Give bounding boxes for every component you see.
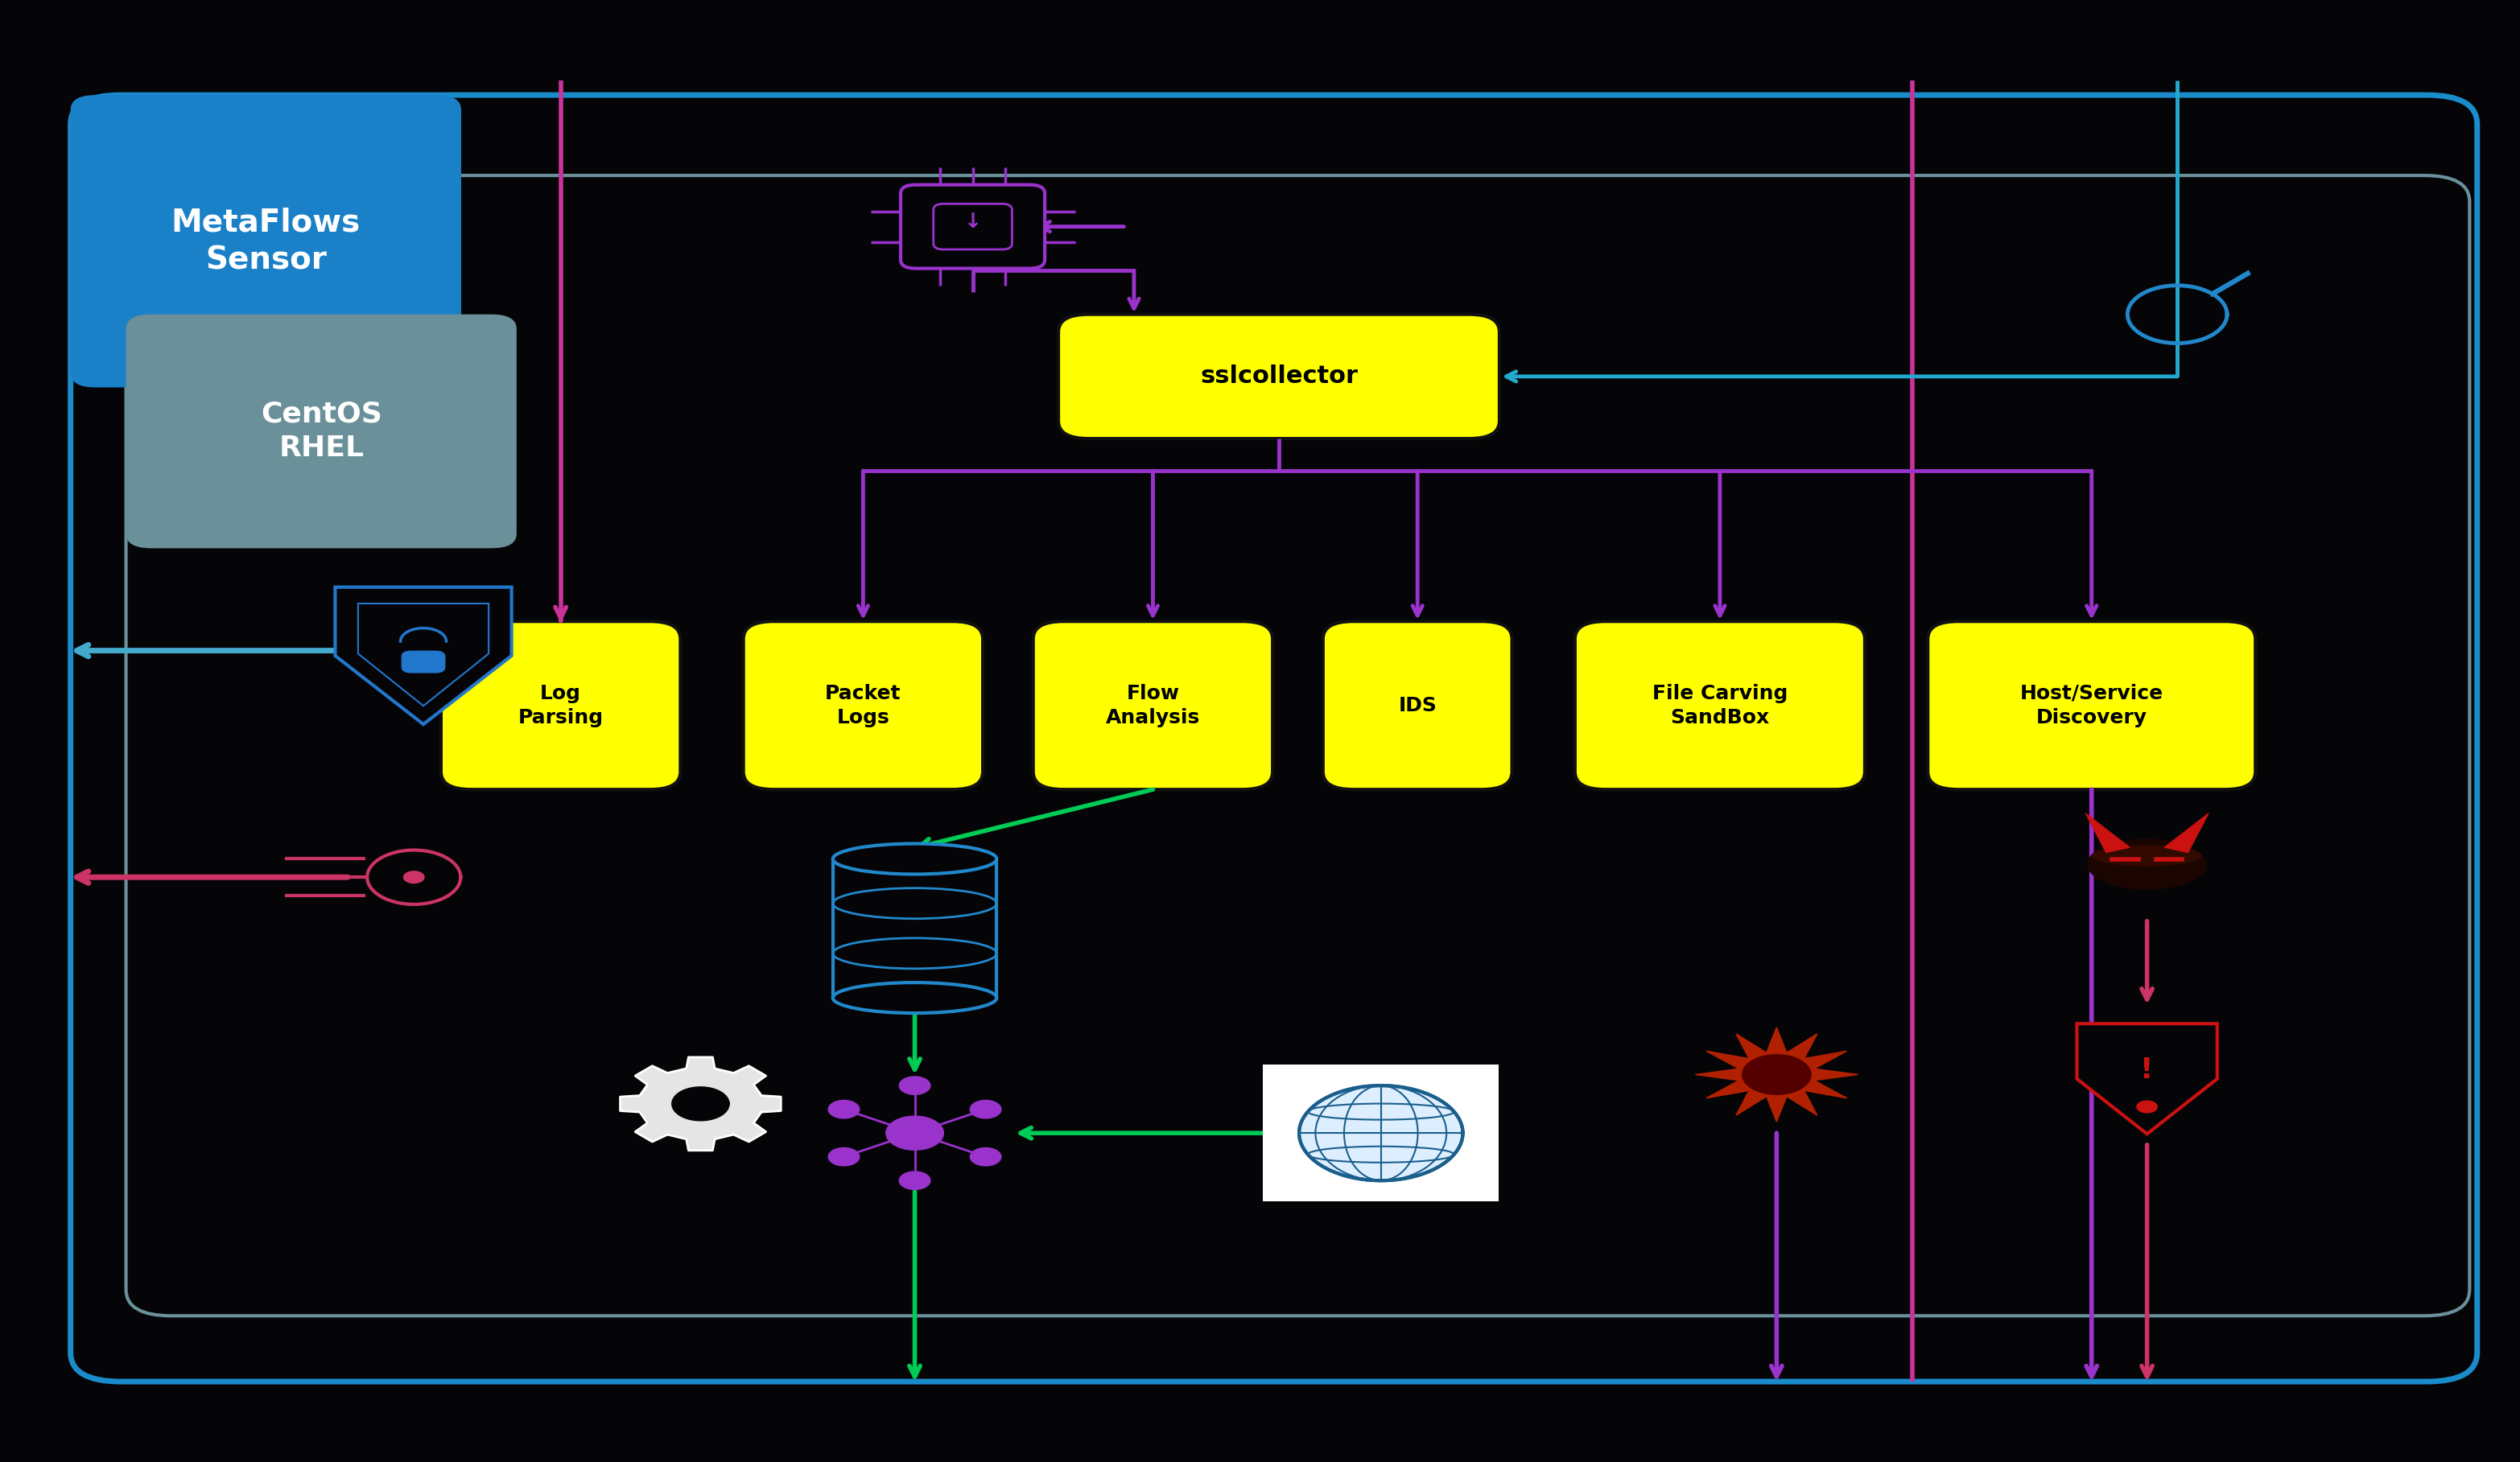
Text: File Carving
SandBox: File Carving SandBox: [1653, 684, 1787, 727]
Polygon shape: [970, 1101, 1000, 1118]
Polygon shape: [1300, 1086, 1462, 1180]
Ellipse shape: [832, 982, 995, 1013]
Polygon shape: [2165, 813, 2208, 852]
FancyBboxPatch shape: [1033, 621, 1273, 789]
Polygon shape: [1741, 1054, 1812, 1095]
Polygon shape: [2137, 1101, 2157, 1113]
Polygon shape: [2087, 813, 2129, 852]
Text: !: !: [2139, 1057, 2155, 1083]
Text: Log
Parsing: Log Parsing: [519, 684, 602, 727]
Ellipse shape: [2087, 839, 2208, 890]
Polygon shape: [1696, 1028, 1857, 1121]
Text: Host/Service
Discovery: Host/Service Discovery: [2021, 684, 2162, 727]
FancyBboxPatch shape: [126, 314, 517, 548]
FancyBboxPatch shape: [743, 621, 983, 789]
FancyBboxPatch shape: [1928, 621, 2255, 789]
FancyBboxPatch shape: [1058, 314, 1499, 439]
Polygon shape: [620, 1057, 781, 1151]
Polygon shape: [829, 1148, 859, 1165]
Polygon shape: [900, 1171, 930, 1190]
Polygon shape: [335, 588, 512, 724]
FancyBboxPatch shape: [900, 184, 1046, 269]
Ellipse shape: [832, 844, 995, 874]
Polygon shape: [2076, 1023, 2218, 1135]
Circle shape: [403, 871, 423, 883]
FancyBboxPatch shape: [1575, 621, 1865, 789]
Text: MetaFlows
Sensor: MetaFlows Sensor: [171, 208, 360, 275]
Ellipse shape: [2092, 845, 2202, 867]
Polygon shape: [887, 1117, 942, 1149]
FancyBboxPatch shape: [1323, 621, 1512, 789]
Polygon shape: [970, 1148, 1000, 1165]
FancyBboxPatch shape: [401, 651, 446, 673]
Text: ↓: ↓: [963, 212, 983, 232]
Polygon shape: [900, 1076, 930, 1095]
Text: IDS: IDS: [1399, 696, 1436, 715]
FancyBboxPatch shape: [71, 95, 461, 387]
Text: CentOS
RHEL: CentOS RHEL: [260, 401, 383, 462]
Text: sslcollector: sslcollector: [1200, 366, 1358, 387]
FancyBboxPatch shape: [441, 621, 680, 789]
Polygon shape: [673, 1088, 728, 1120]
Text: Flow
Analysis: Flow Analysis: [1106, 684, 1200, 727]
Polygon shape: [829, 1101, 859, 1118]
Text: Packet
Logs: Packet Logs: [824, 684, 902, 727]
FancyBboxPatch shape: [1263, 1064, 1499, 1202]
